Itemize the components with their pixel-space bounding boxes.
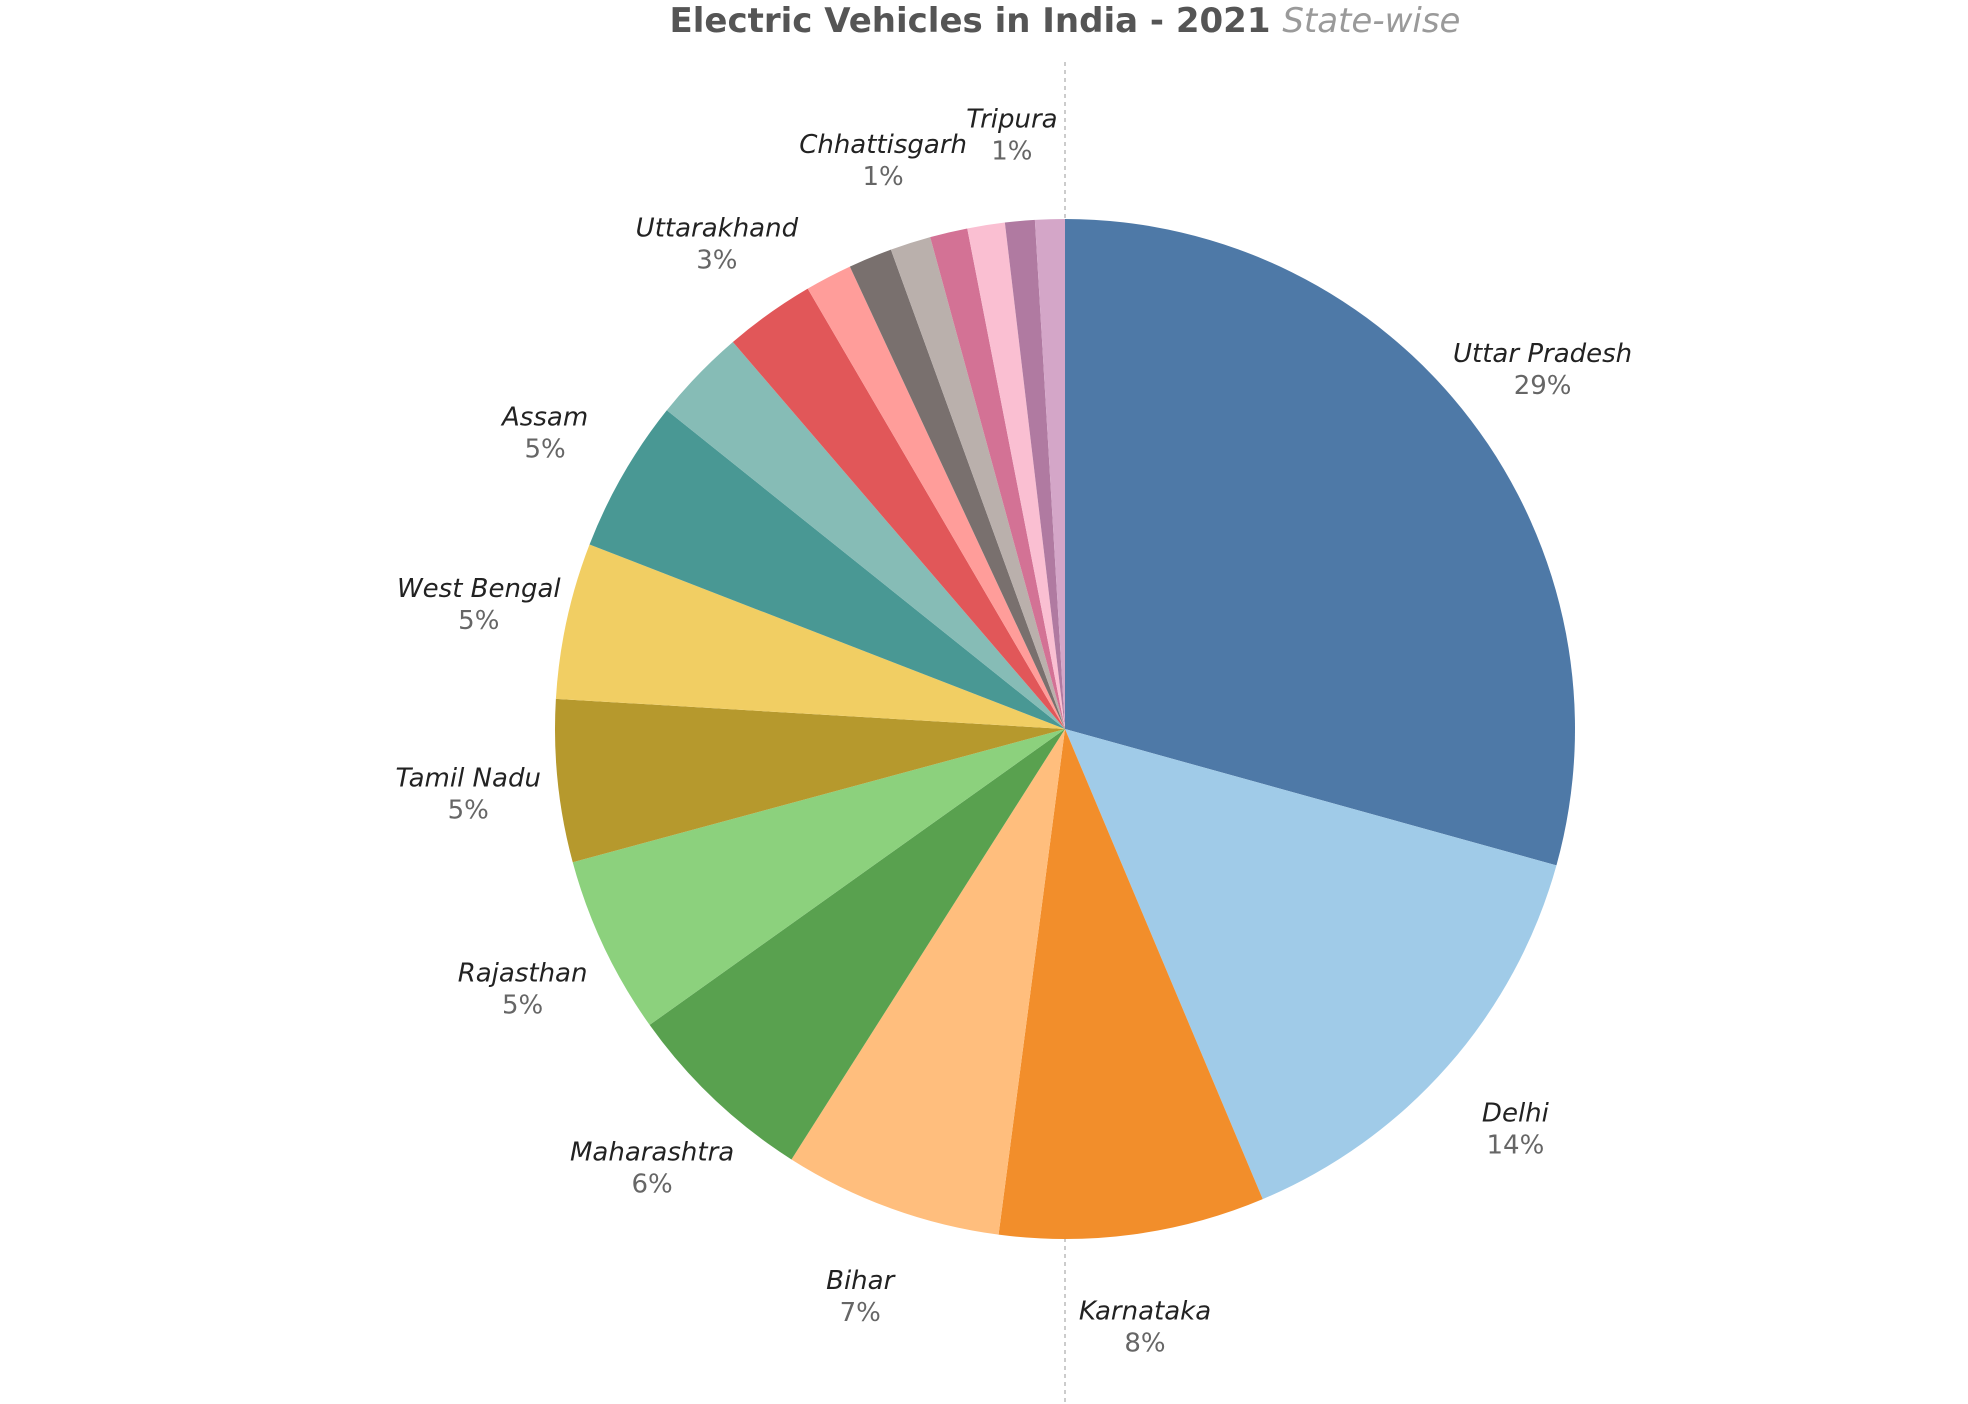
- pie-slice-maharashtra[interactable]: [649, 729, 1065, 1160]
- slice-percent-assam: 5%: [524, 435, 565, 465]
- chart-title: Electric Vehicles in India - 2021 State-…: [0, 0, 1968, 42]
- pie-slice-unlabeled-14[interactable]: [930, 228, 1065, 729]
- pie-slice-unlabeled-11[interactable]: [807, 266, 1065, 729]
- pie-slice-tamil-nadu[interactable]: [554, 698, 1065, 863]
- slice-label-delhi: Delhi: [1482, 1098, 1550, 1128]
- slice-label-maharashtra: Maharashtra: [570, 1137, 734, 1167]
- slice-percent-chhattisgarh: 1%: [862, 162, 903, 192]
- slice-label-west-bengal: West Bengal: [397, 574, 561, 604]
- slice-percent-tripura: 1%: [991, 136, 1032, 166]
- pie-slice-west-bengal[interactable]: [555, 544, 1065, 729]
- slice-percent-bihar: 7%: [840, 1298, 881, 1328]
- pie-slice-unlabeled-12[interactable]: [849, 249, 1065, 729]
- slice-label-karnataka: Karnataka: [1079, 1297, 1211, 1327]
- pie-slice-delhi[interactable]: [1065, 729, 1557, 1200]
- slice-label-tripura: Tripura: [966, 104, 1057, 134]
- pie-slice-chhattisgarh[interactable]: [890, 237, 1065, 729]
- pie-slice-uttarakhand[interactable]: [732, 288, 1065, 729]
- slice-label-assam: Assam: [500, 403, 588, 433]
- pie-slice-tripura[interactable]: [1004, 219, 1065, 729]
- slice-percent-uttar-pradesh: 29%: [1514, 371, 1572, 401]
- slice-label-bihar: Bihar: [826, 1266, 896, 1296]
- pie-slices: [554, 219, 1575, 1239]
- pie-slice-unlabeled-9[interactable]: [666, 341, 1065, 729]
- slice-percent-karnataka: 8%: [1124, 1329, 1165, 1359]
- pie-slice-unlabeled-17[interactable]: [1034, 219, 1065, 729]
- slice-label-tamil-nadu: Tamil Nadu: [395, 764, 541, 794]
- pie-slice-unlabeled-15[interactable]: [967, 222, 1065, 729]
- pie-slice-bihar[interactable]: [791, 729, 1065, 1235]
- pie-slice-uttar-pradesh[interactable]: [1065, 219, 1575, 866]
- slice-percent-maharashtra: 6%: [631, 1169, 672, 1199]
- slice-percent-delhi: 14%: [1487, 1130, 1545, 1160]
- slice-percent-uttarakhand: 3%: [696, 245, 737, 275]
- pie-slice-rajasthan[interactable]: [572, 729, 1065, 1025]
- chart-title-main: Electric Vehicles in India - 2021: [669, 1, 1271, 41]
- chart-subtitle: State-wise: [1282, 1, 1461, 41]
- pie-slice-karnataka[interactable]: [998, 729, 1263, 1239]
- slice-label-uttar-pradesh: Uttar Pradesh: [1453, 339, 1632, 369]
- slice-label-rajasthan: Rajasthan: [458, 959, 588, 989]
- slice-percent-west-bengal: 5%: [458, 606, 499, 636]
- slice-percent-tamil-nadu: 5%: [448, 796, 489, 826]
- pie-slice-assam[interactable]: [589, 410, 1065, 729]
- slice-label-chhattisgarh: Chhattisgarh: [799, 130, 967, 160]
- slice-label-uttarakhand: Uttarakhand: [636, 213, 799, 243]
- slice-percent-rajasthan: 5%: [502, 991, 543, 1021]
